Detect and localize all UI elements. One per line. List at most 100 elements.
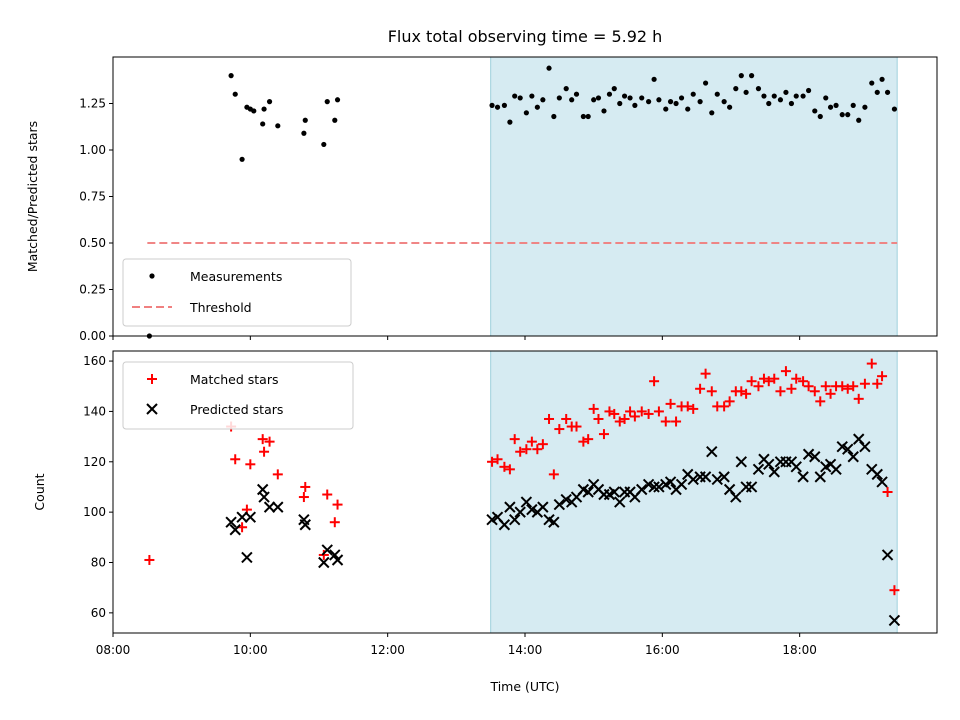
predicted-point xyxy=(752,463,765,476)
marker-stroke xyxy=(718,471,730,483)
measurement-point xyxy=(777,97,784,103)
marker-stroke xyxy=(682,468,694,481)
predicted-point xyxy=(763,458,775,471)
measurement-point xyxy=(667,99,674,105)
y-tick-label: 60 xyxy=(91,606,106,620)
marker-stroke xyxy=(888,614,901,627)
predicted-point xyxy=(814,471,826,483)
y-tick-label: 1.00 xyxy=(79,143,106,157)
measurement-point xyxy=(261,106,267,112)
marker-stroke xyxy=(608,486,620,498)
measurement-point xyxy=(839,112,845,118)
matched-point xyxy=(230,454,241,465)
measurement-point xyxy=(611,86,617,92)
matched-point xyxy=(492,454,503,465)
measurement-point xyxy=(663,106,669,112)
observing-window-shade xyxy=(490,350,898,634)
measurement-point xyxy=(771,93,777,99)
matched-point xyxy=(780,366,791,377)
predicted-point xyxy=(553,498,566,511)
marker-stroke xyxy=(225,516,237,528)
marker-stroke xyxy=(745,481,758,493)
matched-point xyxy=(504,464,515,475)
marker-stroke xyxy=(298,513,310,526)
marker-stroke xyxy=(577,483,590,496)
top-panel: 0.00 0.25 0.50 0.75 1.00 1.25 Matched/Predict… xyxy=(25,56,938,343)
marker-stroke xyxy=(642,478,655,491)
predicted-point xyxy=(504,501,516,513)
matched-point xyxy=(837,381,848,392)
matched-point xyxy=(775,386,786,397)
matched-point xyxy=(769,373,780,384)
measurement-point xyxy=(591,97,597,103)
marker-stroke xyxy=(802,448,815,460)
measurement-point xyxy=(862,104,868,110)
predicted-point xyxy=(225,516,237,528)
marker-stroke xyxy=(514,506,526,518)
legend-plus-glyph xyxy=(147,374,157,384)
x-axis-label: Time (UTC) xyxy=(489,679,559,694)
measurement-point xyxy=(743,89,749,95)
marker-stroke xyxy=(648,481,660,493)
predicted-point xyxy=(797,471,809,483)
measurement-point xyxy=(646,99,652,105)
measurement-point xyxy=(540,97,546,103)
predicted-point xyxy=(299,519,311,531)
measurement-point xyxy=(302,117,308,123)
matched-point xyxy=(625,406,636,417)
bottom-plot-frame xyxy=(112,350,938,634)
predicted-point xyxy=(842,443,854,455)
matched-point xyxy=(526,436,537,447)
matched-point xyxy=(719,401,730,412)
matched-point xyxy=(144,554,155,565)
marker-stroke xyxy=(491,511,504,523)
matched-point xyxy=(695,383,706,394)
predicted-point xyxy=(730,491,742,503)
predicted-point xyxy=(745,481,758,493)
matched-point xyxy=(665,398,676,409)
measurement-point xyxy=(884,89,891,95)
matched-point xyxy=(583,434,594,445)
y-tick-label: 1.25 xyxy=(79,97,106,111)
marker-stroke xyxy=(809,451,821,463)
x-tick-label: 18:00 xyxy=(782,643,817,657)
y-tick-label: 160 xyxy=(83,354,106,368)
predicted-point xyxy=(514,506,526,518)
matched-point xyxy=(544,413,555,424)
marker-stroke xyxy=(871,468,883,481)
marker-stroke xyxy=(318,556,330,569)
matched-point xyxy=(866,358,877,369)
measurement-point xyxy=(332,117,338,123)
matched-point xyxy=(499,461,510,472)
predicted-point xyxy=(876,476,888,488)
y-tick-label: 0.75 xyxy=(79,190,106,204)
marker-stroke xyxy=(241,551,253,564)
measurement-point xyxy=(709,110,715,116)
predicted-point xyxy=(735,456,748,468)
matched-point xyxy=(332,499,343,510)
matched-point xyxy=(571,421,582,432)
top-axis-ticks: 0.00 0.25 0.50 0.75 1.00 1.25 xyxy=(79,97,801,343)
predicted-point xyxy=(675,478,688,491)
measurement-point xyxy=(595,95,602,101)
marker-stroke xyxy=(614,496,626,508)
marker-stroke xyxy=(653,481,665,493)
measurement-point xyxy=(507,119,513,125)
marker-stroke xyxy=(790,461,802,473)
measurement-point xyxy=(651,76,657,82)
figure-title: Flux total observing time = 5.92 h xyxy=(388,27,663,46)
predicted-point xyxy=(802,448,815,460)
x-tick-label: 14:00 xyxy=(508,643,543,657)
matched-point xyxy=(318,549,329,560)
measurement-point xyxy=(334,97,341,103)
measurement-point xyxy=(534,104,540,110)
marker-stroke xyxy=(675,478,688,491)
predicted-point xyxy=(790,461,802,473)
marker-stroke xyxy=(263,501,276,513)
measurement-point xyxy=(275,123,281,129)
y-tick-label: 80 xyxy=(91,556,106,570)
marker-stroke xyxy=(842,443,854,455)
matched-point xyxy=(877,371,888,382)
predicted-point xyxy=(498,519,511,531)
matched-point xyxy=(487,456,498,467)
